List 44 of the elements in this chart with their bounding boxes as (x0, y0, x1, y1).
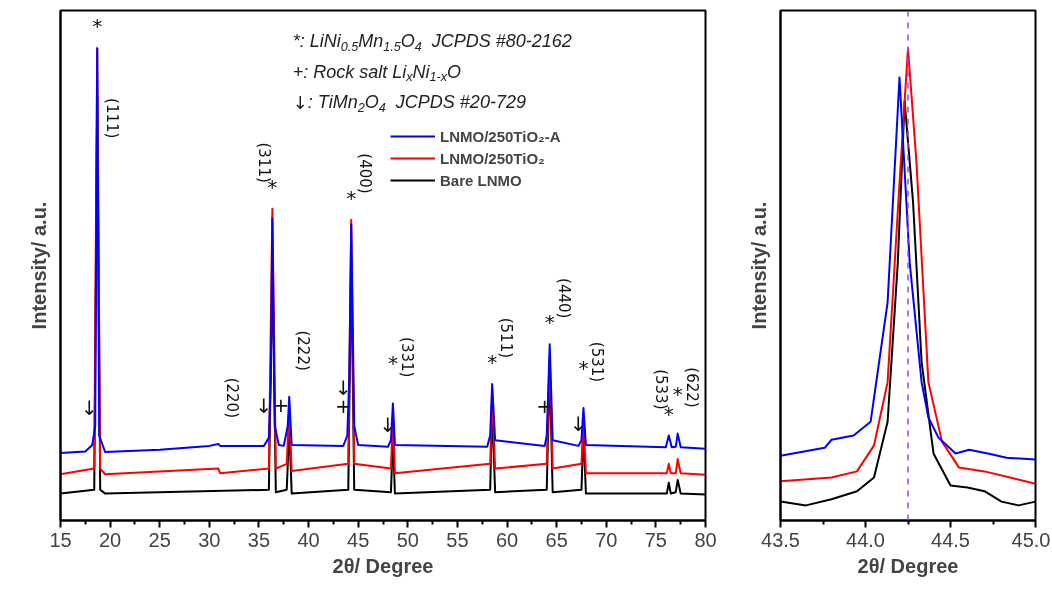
x-tick-label: 15 (49, 528, 72, 551)
annotation: ↓ (255, 393, 273, 418)
annotation: ↓ (334, 375, 352, 400)
annotation: (440) (554, 278, 573, 319)
annotation: * (544, 310, 555, 335)
x-tick-label: 75 (644, 528, 668, 551)
x-tick-label: 43.5 (761, 528, 800, 551)
annotation: (331) (397, 337, 416, 378)
x-tick-label: 45 (347, 528, 370, 551)
x-tick-label: 20 (98, 528, 122, 551)
x-tick-label: 30 (198, 528, 221, 551)
annotation: * (487, 350, 498, 375)
annotation: * (672, 381, 683, 406)
annotation: * (346, 185, 357, 210)
x-tick-label: 45.0 (1011, 528, 1051, 551)
annotation: (622) (682, 367, 701, 408)
annotation: (111) (102, 98, 121, 139)
x-axis-title: 2θ/ Degree (857, 554, 959, 577)
x-tick-label: 65 (545, 528, 568, 551)
y-axis-title: Intensity/ a.u. (747, 201, 770, 330)
annotation: * (387, 351, 398, 376)
annotation: * (92, 14, 103, 39)
annotation: (531) (588, 341, 607, 383)
annotation: ↓ (80, 395, 98, 420)
x-tick-label: 60 (495, 528, 519, 551)
legend-label: LNMO/250TiO₂ (440, 149, 545, 167)
annotation: (400) (356, 153, 375, 194)
annotation: * (578, 356, 589, 381)
annotation: (222) (294, 330, 313, 371)
legend-label: Bare LNMO (440, 171, 522, 189)
annotation: (220) (223, 377, 242, 419)
x-tick-label: 25 (148, 528, 171, 551)
x-tick-label: 44.0 (846, 528, 885, 551)
x-tick-label: 70 (595, 528, 618, 551)
x-axis-title: 2θ/ Degree (332, 554, 434, 577)
x-tick-label: 40 (297, 528, 320, 551)
x-tick-label: 80 (694, 528, 717, 551)
y-axis-title: Intensity/ a.u. (27, 201, 50, 330)
x-tick-label: 35 (247, 528, 271, 551)
annotation: (511) (497, 317, 516, 359)
x-tick-label: 44.5 (931, 528, 970, 551)
x-tick-label: 55 (446, 528, 469, 551)
legend-label: LNMO/250TiO₂-A (440, 127, 561, 145)
x-tick-label: 50 (396, 528, 419, 551)
